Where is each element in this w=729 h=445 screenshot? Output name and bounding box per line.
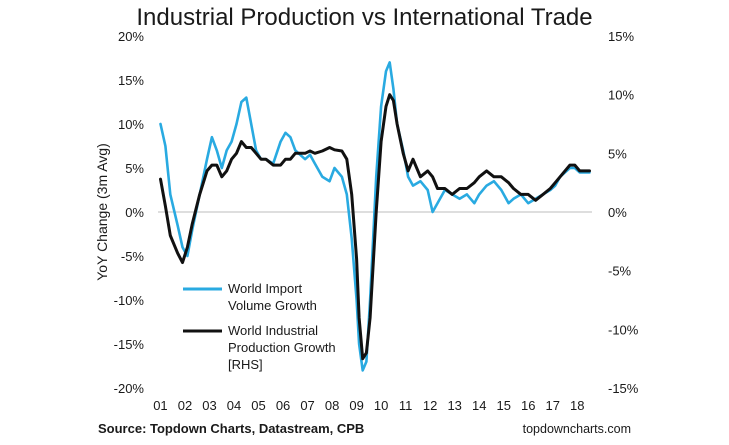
x-tick-label: 16 [521, 398, 535, 413]
source-note: Source: Topdown Charts, Datastream, CPB [98, 421, 365, 436]
site-credit: topdowncharts.com [522, 422, 631, 436]
left-tick-label: 0% [125, 205, 144, 220]
legend-label: World Import [228, 281, 303, 296]
x-tick-label: 14 [472, 398, 486, 413]
series-line-import-volume [159, 61, 591, 372]
left-tick-label: -15% [114, 337, 145, 352]
x-tick-label: 02 [178, 398, 192, 413]
x-tick-label: 08 [325, 398, 339, 413]
x-tick-label: 13 [447, 398, 461, 413]
right-tick-label: -10% [608, 322, 639, 337]
y-axis-label: YoY Change (3m Avg) [94, 143, 110, 281]
left-tick-label: 15% [118, 73, 144, 88]
x-tick-label: 05 [251, 398, 265, 413]
x-tick-label: 09 [349, 398, 363, 413]
right-tick-label: -15% [608, 381, 639, 396]
left-tick-label: -5% [121, 249, 145, 264]
right-tick-label: -5% [608, 264, 632, 279]
x-tick-label: 01 [153, 398, 167, 413]
legend-label: Volume Growth [228, 298, 317, 313]
x-tick-label: 12 [423, 398, 437, 413]
x-tick-label: 03 [202, 398, 216, 413]
x-tick-label: 04 [227, 398, 241, 413]
right-tick-label: 15% [608, 29, 634, 44]
x-tick-label: 10 [374, 398, 388, 413]
legend-label: [RHS] [228, 357, 263, 372]
right-tick-label: 10% [608, 88, 634, 103]
right-tick-label: 0% [608, 205, 627, 220]
left-tick-label: 10% [118, 117, 144, 132]
left-tick-label: 5% [125, 161, 144, 176]
x-tick-label: 15 [496, 398, 510, 413]
x-tick-label: 11 [399, 398, 413, 413]
left-tick-label: 20% [118, 29, 144, 44]
right-tick-label: 5% [608, 146, 627, 161]
legend-label: Production Growth [228, 340, 336, 355]
x-tick-label: 07 [300, 398, 314, 413]
left-tick-label: -20% [114, 381, 145, 396]
legend-label: World Industrial [228, 323, 318, 338]
series-line-industrial-production [159, 93, 591, 361]
left-tick-label: -10% [114, 293, 145, 308]
x-tick-label: 06 [276, 398, 290, 413]
x-tick-label: 18 [570, 398, 584, 413]
x-tick-label: 17 [546, 398, 560, 413]
chart-title: Industrial Production vs International T… [136, 4, 593, 31]
